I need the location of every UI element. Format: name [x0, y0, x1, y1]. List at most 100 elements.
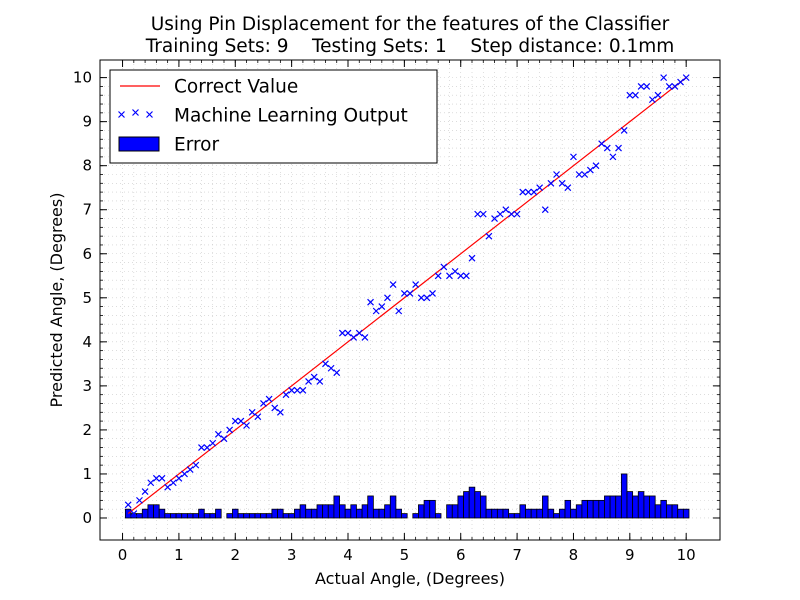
- ml-output-points: [124, 74, 690, 518]
- ml-output-point: [485, 232, 493, 240]
- ml-output-point: [282, 391, 290, 399]
- error-bar: [451, 504, 459, 519]
- ml-output-point: [530, 188, 538, 196]
- error-bar: [378, 508, 386, 519]
- ml-output-point: [502, 206, 510, 214]
- grid: [100, 60, 720, 540]
- ml-output-point: [682, 74, 690, 82]
- ml-output-point: [558, 179, 566, 187]
- ml-output-point: [209, 439, 217, 447]
- error-bar: [356, 508, 363, 519]
- ml-output-point: [519, 188, 527, 196]
- ml-output-point: [541, 206, 549, 214]
- ml-output-point: [496, 210, 504, 218]
- error-bar: [243, 513, 250, 519]
- ml-output-point: [310, 373, 318, 381]
- legend-bar-swatch: [118, 136, 160, 152]
- error-bar: [626, 491, 634, 519]
- error-bar: [339, 504, 346, 519]
- ml-output-point: [400, 289, 408, 297]
- ml-output-point: [508, 210, 515, 218]
- error-bar: [553, 513, 560, 519]
- ml-output-point: [322, 360, 329, 368]
- ml-output-point: [355, 329, 363, 337]
- error-bar: [575, 504, 583, 519]
- ml-output-point: [451, 267, 459, 275]
- ml-output-point: [338, 329, 346, 337]
- ml-output-point: [603, 144, 611, 152]
- ml-output-point: [677, 78, 684, 86]
- error-bar: [525, 508, 532, 519]
- legend-marker: [146, 111, 153, 118]
- error-bar: [666, 504, 673, 519]
- ml-output-point: [192, 461, 200, 469]
- error-bar: [141, 508, 149, 519]
- legend-marker-swatch: [118, 109, 153, 118]
- error-bar: [344, 508, 352, 519]
- error-bar: [558, 508, 566, 519]
- legend-label-error: Error: [174, 135, 219, 156]
- error-bar: [158, 508, 166, 519]
- ml-output-point: [440, 263, 448, 271]
- error-bar: [260, 513, 267, 519]
- ml-output-point: [564, 184, 572, 192]
- ml-output-point: [181, 470, 188, 478]
- y-tick-label: 10: [73, 69, 92, 87]
- error-bar: [508, 513, 515, 519]
- error-bar: [542, 495, 549, 519]
- ml-output-point: [637, 82, 645, 90]
- ml-output-point: [305, 378, 312, 385]
- ml-output-point: [615, 144, 622, 152]
- ml-output-point: [660, 74, 668, 82]
- ml-output-point: [384, 294, 391, 302]
- ml-output-point: [626, 91, 634, 99]
- error-bar: [237, 513, 245, 519]
- ml-output-point: [457, 272, 465, 280]
- error-bar: [305, 508, 312, 519]
- error-bar: [294, 508, 301, 519]
- y-tick-label: 0: [82, 509, 92, 527]
- error-bar: [232, 508, 239, 519]
- ml-output-point: [243, 422, 250, 429]
- ml-output-point: [654, 91, 662, 99]
- error-bar: [186, 513, 194, 519]
- error-bar: [496, 508, 504, 519]
- error-bar: [181, 513, 188, 519]
- error-bar: [147, 504, 154, 519]
- error-bar: [164, 513, 171, 519]
- x-tick-label: 5: [400, 546, 410, 564]
- ml-output-point: [468, 254, 476, 262]
- error-bar: [310, 508, 318, 519]
- error-bar: [299, 504, 307, 519]
- y-tick-label: 5: [82, 289, 92, 307]
- legend-label-ml: Machine Learning Output: [174, 106, 408, 127]
- ml-output-point: [553, 171, 560, 178]
- ml-output-point: [434, 272, 442, 280]
- ml-output-point: [429, 289, 436, 297]
- error-bar: [660, 499, 667, 519]
- ml-output-point: [254, 413, 262, 421]
- x-axis-label: Actual Angle, (Degrees): [315, 569, 505, 588]
- chart-title: Using Pin Displacement for the features …: [151, 14, 670, 35]
- error-bar: [265, 513, 273, 519]
- x-tick-label: 9: [625, 546, 635, 564]
- error-bar: [389, 495, 397, 519]
- x-tick-label: 4: [343, 546, 353, 564]
- ml-output-point: [265, 395, 273, 403]
- x-tick-label: 1: [174, 546, 184, 564]
- error-bar: [513, 513, 521, 519]
- error-bar: [671, 504, 679, 519]
- ml-output-point: [141, 488, 149, 495]
- x-tick-label: 8: [569, 546, 579, 564]
- error-bar: [446, 504, 453, 519]
- legend-box: [109, 69, 438, 164]
- legend-marker: [132, 109, 139, 116]
- ml-output-point: [367, 298, 374, 306]
- ml-output-point: [412, 281, 420, 289]
- error-bar: [434, 513, 442, 519]
- ml-output-point: [271, 404, 279, 412]
- x-tick-label: 7: [512, 546, 522, 564]
- legend: Correct Value Machine Learning Output Er…: [109, 69, 438, 164]
- ml-output-point: [513, 210, 521, 218]
